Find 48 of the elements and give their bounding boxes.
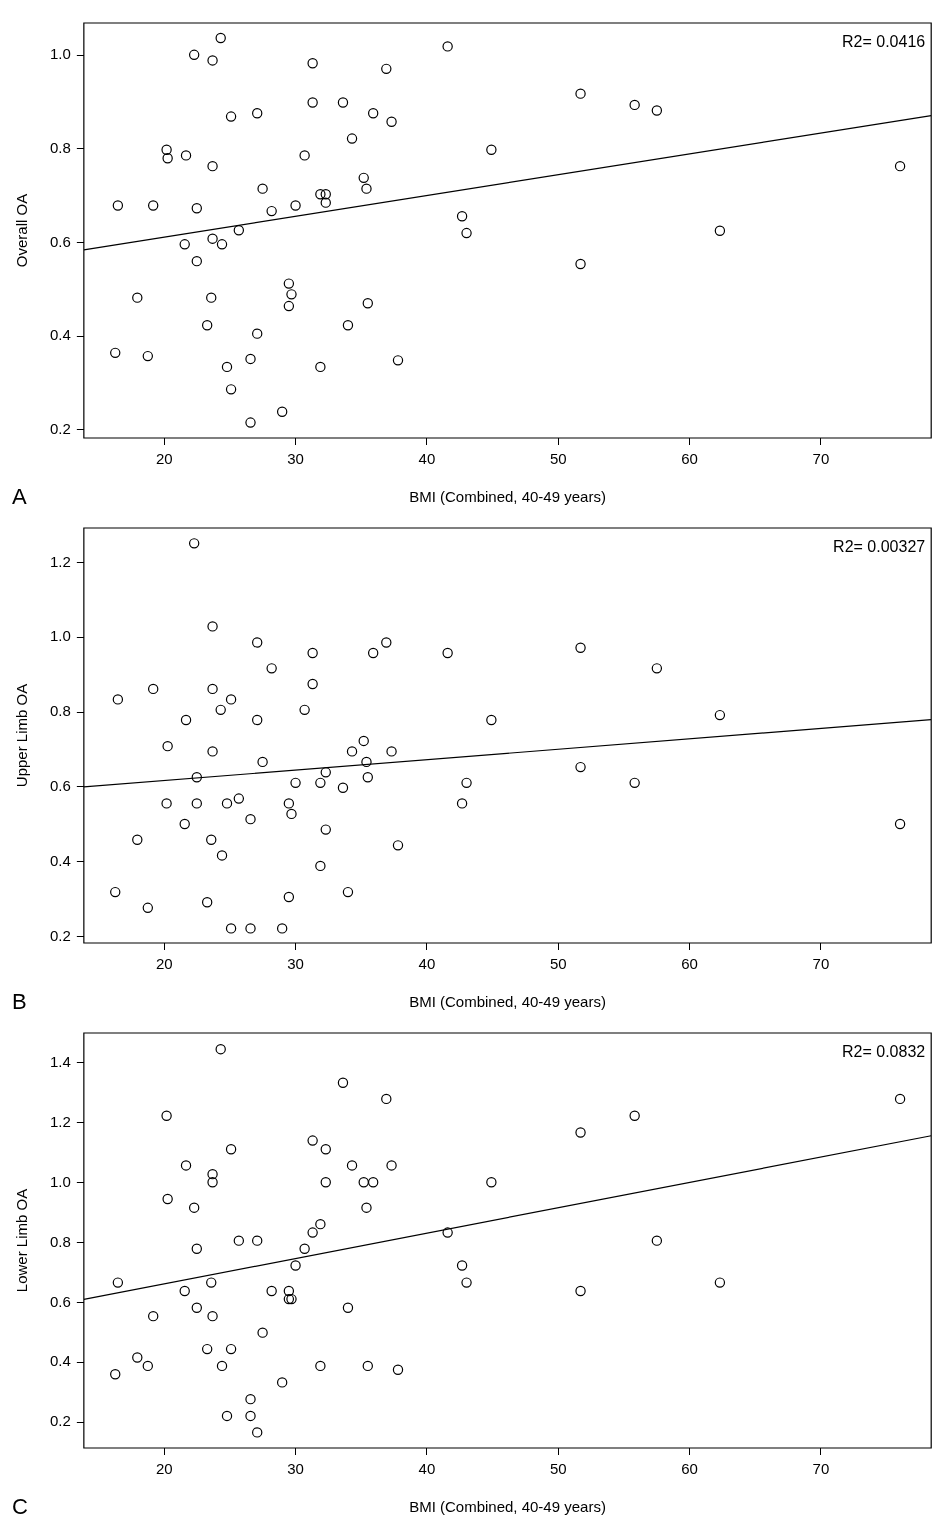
x-tick-label: 30 (287, 450, 304, 468)
y-axis-title: Overall OA (13, 193, 31, 268)
x-tick-label: 30 (287, 1460, 304, 1478)
y-tick-label: 1.4 (49, 1052, 71, 1070)
y-tick-label: 1.0 (49, 627, 71, 645)
y-tick-label: 0.2 (49, 926, 71, 944)
text: C (12, 1494, 28, 1520)
x-tick-label: 20 (155, 450, 173, 468)
y-tick-label: 0.6 (49, 232, 71, 250)
y-tick-label: 1.2 (49, 1112, 71, 1130)
y-tick-label: 0.8 (49, 702, 71, 720)
x-tick-label: 70 (812, 955, 830, 973)
x-tick-label: 20 (155, 955, 173, 973)
y-tick-label: 0.4 (49, 326, 71, 344)
y-tick-label: 0.4 (49, 1352, 71, 1370)
x-axis-title: BMI (Combined, 40-49 years) (409, 1498, 606, 1516)
y-tick-label: 1.0 (49, 1172, 71, 1190)
text: B (12, 989, 27, 1015)
text: A (12, 484, 27, 510)
y-tick-label: 0.8 (49, 139, 71, 156)
x-tick-label: 40 (418, 955, 436, 973)
x-tick-label: 40 (418, 1460, 436, 1478)
x-tick-label: 70 (812, 1460, 830, 1478)
annotation: R2= 0.0832 (842, 1043, 926, 1061)
y-tick-label: 0.4 (49, 851, 71, 869)
x-tick-label: 30 (287, 955, 304, 973)
x-axis-title: BMI (Combined, 40-49 years) (409, 993, 606, 1011)
x-tick-label: 60 (681, 955, 698, 973)
x-tick-label: 70 (812, 450, 830, 468)
y-tick-label: 0.6 (49, 777, 71, 795)
x-tick-label: 50 (549, 1460, 567, 1478)
y-tick-label: 0.2 (49, 1412, 71, 1430)
annotation: R2= 0.0416 (842, 33, 926, 51)
x-tick-label: 60 (681, 450, 698, 468)
annotation: R2= 0.00327 (833, 538, 926, 556)
y-axis-title: Lower Limb OA (13, 1188, 31, 1293)
y-tick-label: 0.2 (49, 419, 71, 437)
y-tick-label: 1.2 (49, 552, 71, 570)
x-tick-label: 20 (155, 1460, 173, 1478)
y-tick-label: 1.0 (49, 45, 71, 63)
x-axis-title: BMI (Combined, 40-49 years) (409, 488, 606, 506)
y-tick-label: 0.8 (49, 1232, 71, 1250)
x-tick-label: 40 (418, 450, 436, 468)
x-tick-label: 50 (549, 955, 567, 973)
y-axis-title: Upper Limb OA (13, 683, 31, 788)
x-tick-label: 50 (549, 450, 567, 468)
y-tick-label: 0.6 (49, 1292, 71, 1310)
x-tick-label: 60 (681, 1460, 698, 1478)
